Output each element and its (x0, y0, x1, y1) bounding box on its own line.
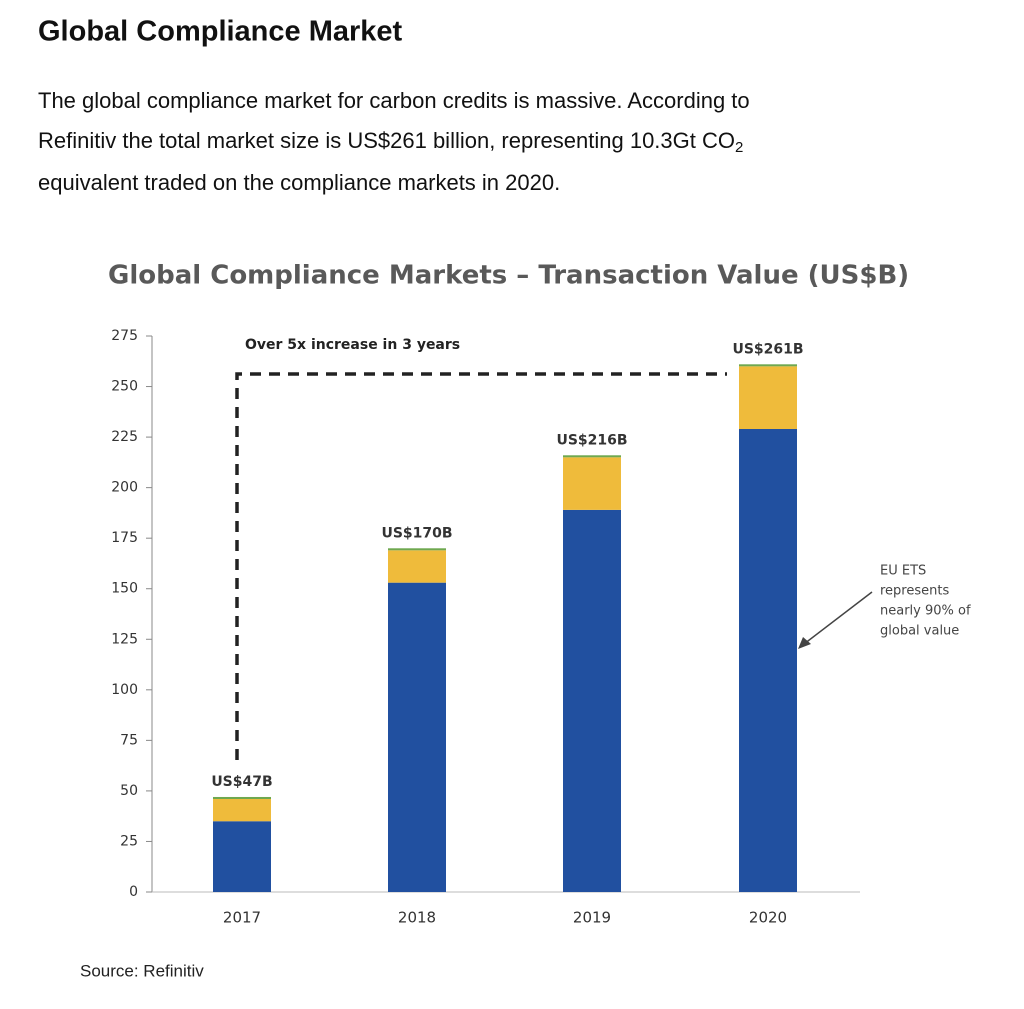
y-tick-label: 75 (120, 732, 138, 748)
y-tick-label: 275 (111, 328, 138, 344)
source: Source: Refinitiv (80, 961, 204, 980)
y-tick-label: 250 (111, 379, 138, 395)
x-tick-label: 2020 (749, 909, 787, 927)
annotation: Over 5x increase in 3 years (245, 337, 460, 353)
annotation-line: nearly 90% of (880, 604, 971, 619)
y-tick-label: 0 (129, 884, 138, 900)
x-tick-label: 2017 (223, 909, 261, 927)
annotation-line: represents (880, 584, 949, 599)
increase-bracket (235, 372, 727, 760)
y-tick-label: 225 (111, 429, 138, 445)
bar-segment (739, 429, 797, 892)
arrow-head (798, 637, 811, 649)
bar-segment (563, 509, 621, 892)
bar-segment (388, 582, 446, 892)
bar-segment (213, 798, 271, 822)
total-label: US$216B (556, 432, 627, 448)
x-tick-label: 2019 (573, 909, 611, 927)
y-tick-label: 150 (111, 581, 138, 597)
y-tick-label: 125 (111, 631, 138, 647)
x-tick-label: 2018 (398, 909, 436, 927)
paragraph-line: equivalent traded on the compliance mark… (38, 170, 560, 195)
total-label: US$261B (732, 341, 803, 357)
annotation-line: EU ETS (880, 564, 926, 579)
arrow (803, 591, 873, 645)
bar-segment (388, 548, 446, 551)
y-tick-label: 175 (111, 530, 138, 546)
y-tick-label: 200 (111, 480, 138, 496)
total-label: US$47B (211, 774, 272, 790)
bar-segment (563, 455, 621, 458)
y-tick-label: 50 (120, 783, 138, 799)
heading: Global Compliance Market (38, 16, 403, 48)
paragraph-line: Refinitiv the total market size is US$26… (38, 128, 743, 156)
y-tick-label: 25 (120, 833, 138, 849)
bar-segment (739, 364, 797, 367)
bar-segment (739, 366, 797, 430)
total-label: US$170B (381, 525, 452, 541)
y-tick-label: 100 (111, 682, 138, 698)
paragraph-line: The global compliance market for carbon … (38, 88, 750, 113)
bar-segment (213, 821, 271, 892)
bar-segment (563, 457, 621, 510)
chart-title: Global Compliance Markets – Transaction … (108, 261, 909, 291)
annotation-line: global value (880, 624, 959, 639)
bar-segment (388, 550, 446, 583)
bar-segment (213, 796, 271, 799)
subscript: 2 (735, 139, 743, 156)
paragraph-text: Refinitiv the total market size is US$26… (38, 128, 735, 153)
